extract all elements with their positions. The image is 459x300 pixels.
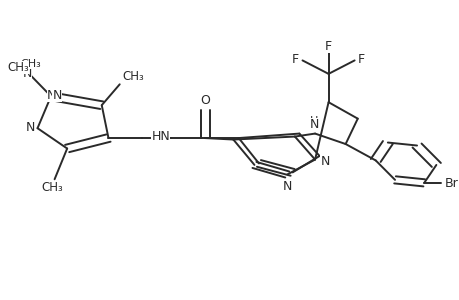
Text: F: F xyxy=(358,53,364,66)
Text: H: H xyxy=(309,116,318,126)
Text: F: F xyxy=(291,53,298,66)
Text: N: N xyxy=(25,121,34,134)
Text: CH₃: CH₃ xyxy=(122,70,143,83)
Text: CH₃: CH₃ xyxy=(21,59,41,69)
Text: F: F xyxy=(325,40,331,53)
Text: N: N xyxy=(309,118,318,130)
Text: N: N xyxy=(282,180,291,193)
Text: O: O xyxy=(200,94,210,107)
Text: HN: HN xyxy=(151,130,170,143)
Text: N: N xyxy=(26,121,35,134)
Text: CH₃: CH₃ xyxy=(41,181,63,194)
Text: N: N xyxy=(52,89,62,102)
Text: N: N xyxy=(320,154,329,167)
Text: N: N xyxy=(23,67,32,80)
Text: N: N xyxy=(47,89,56,102)
Text: Br: Br xyxy=(443,177,457,190)
Text: CH₃: CH₃ xyxy=(7,61,29,74)
